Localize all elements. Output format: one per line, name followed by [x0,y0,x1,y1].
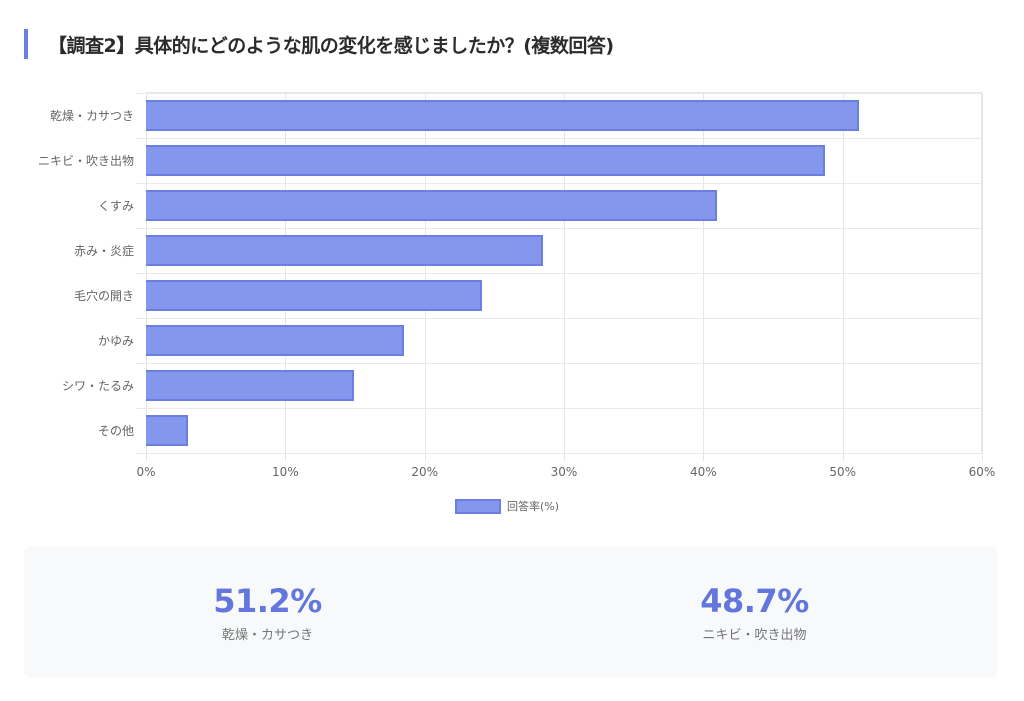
x-tick-label: 10% [271,465,299,479]
x-tick-label: 60% [968,465,996,479]
bar-8[interactable] [146,415,188,446]
x-tick-label: 50% [829,465,856,479]
grid-line-horizontal [136,453,982,454]
bar-2[interactable] [146,145,825,176]
legend-label: 回答率(%) [507,500,560,513]
grid-line-horizontal [136,363,982,364]
grid-line-vertical [146,93,147,461]
bar-3[interactable] [146,190,718,221]
bar-4[interactable] [146,235,544,266]
stat-card-top2: 48.7% ニキビ・吹き出物 [511,546,998,678]
grid-line-vertical [703,93,705,461]
grid-line-vertical [982,93,983,461]
x-tick-label: 0% [136,465,156,479]
bar-6[interactable] [146,325,404,356]
grid-line-horizontal [136,228,982,229]
bar-5[interactable] [146,280,482,311]
bar-1[interactable] [146,100,860,131]
x-tick-label: 30% [550,465,578,479]
page-title: 【調査2】具体的にどのような肌の変化を感じましたか？(複数回答) [48,34,614,57]
grid-line-vertical [424,93,426,461]
y-category-label: 赤み・炎症 [73,243,134,258]
legend-swatch [455,498,501,514]
summary-panel: 51.2% 乾燥・カサつき 48.7% ニキビ・吹き出物 [24,546,998,678]
chart-legend[interactable]: 回答率(%) [455,498,559,514]
grid-line-horizontal [136,93,982,94]
y-category-label: かゆみ [97,333,134,348]
x-tick-label: 20% [411,465,438,479]
title-accent-bar [24,29,28,59]
grid-line-horizontal [136,183,982,184]
grid-line-vertical [285,93,287,461]
y-category-label: くすみ [97,198,134,213]
page-header: 【調査2】具体的にどのような肌の変化を感じましたか？(複数回答) [24,29,614,59]
y-category-label: 乾燥・カサつき [49,108,134,123]
stat-label: 乾燥・カサつき [221,627,313,643]
grid-line-horizontal [136,138,982,139]
stat-card-top1: 51.2% 乾燥・カサつき [24,546,511,678]
stat-value: 48.7% [700,581,809,620]
stat-value: 51.2% [213,581,322,620]
grid-line-vertical [564,93,565,461]
plot-area [136,92,983,461]
y-category-label: ニキビ・吹き出物 [37,153,134,168]
grid-line-horizontal [136,318,982,319]
x-tick-label: 40% [689,465,717,479]
stat-label: ニキビ・吹き出物 [702,627,807,643]
grid-line-vertical [842,93,844,461]
bar-chart: 回答率(%) 0% 10% 20% 30% 40% 50% 60% 乾燥・カサつきニキビ・吹き… [37,92,996,514]
y-category-label: その他 [97,423,134,438]
grid-line-horizontal [136,273,982,274]
bar-7[interactable] [146,370,354,401]
y-category-label: シワ・たるみ [61,378,134,393]
y-category-label: 毛穴の開き [73,288,134,303]
grid-line-horizontal [136,408,982,409]
